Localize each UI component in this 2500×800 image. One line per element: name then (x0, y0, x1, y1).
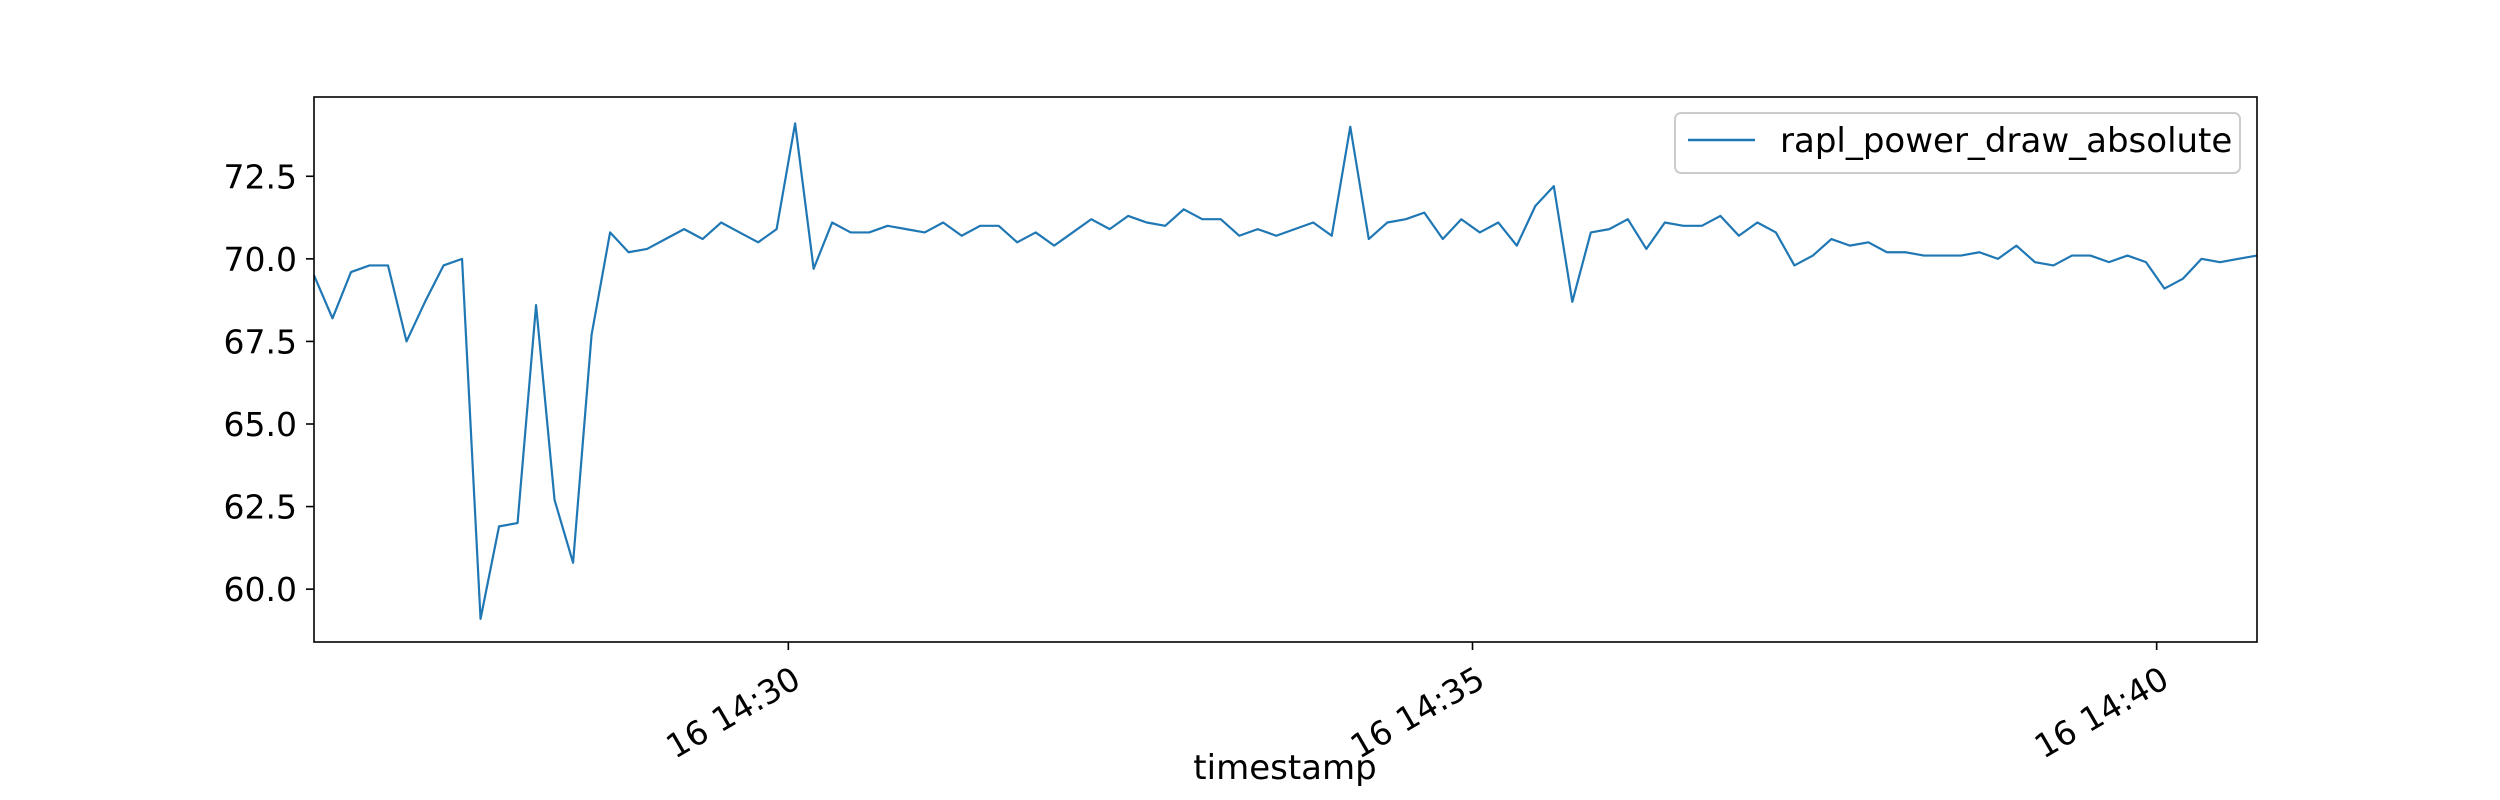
y-tick-label: 60.0 (224, 570, 297, 609)
y-tick-label: 72.5 (224, 157, 297, 196)
y-tick-label: 62.5 (224, 488, 297, 527)
y-tick-label: 70.0 (224, 240, 297, 279)
legend: rapl_power_draw_absolute (1674, 112, 2241, 174)
y-tick-label: 65.0 (224, 405, 297, 444)
series-line-0 (312, 122, 2258, 620)
legend-entry-label: rapl_power_draw_absolute (1780, 121, 2232, 161)
x-axis-label: timestamp (1193, 748, 1376, 788)
plot-frame (313, 96, 2258, 643)
y-tick-label: 67.5 (224, 322, 297, 361)
y-axis: 60.0 62.5 65.0 67.5 70.0 72.5 (224, 157, 314, 609)
plot-area (312, 122, 2258, 620)
legend-frame (1674, 112, 2241, 174)
